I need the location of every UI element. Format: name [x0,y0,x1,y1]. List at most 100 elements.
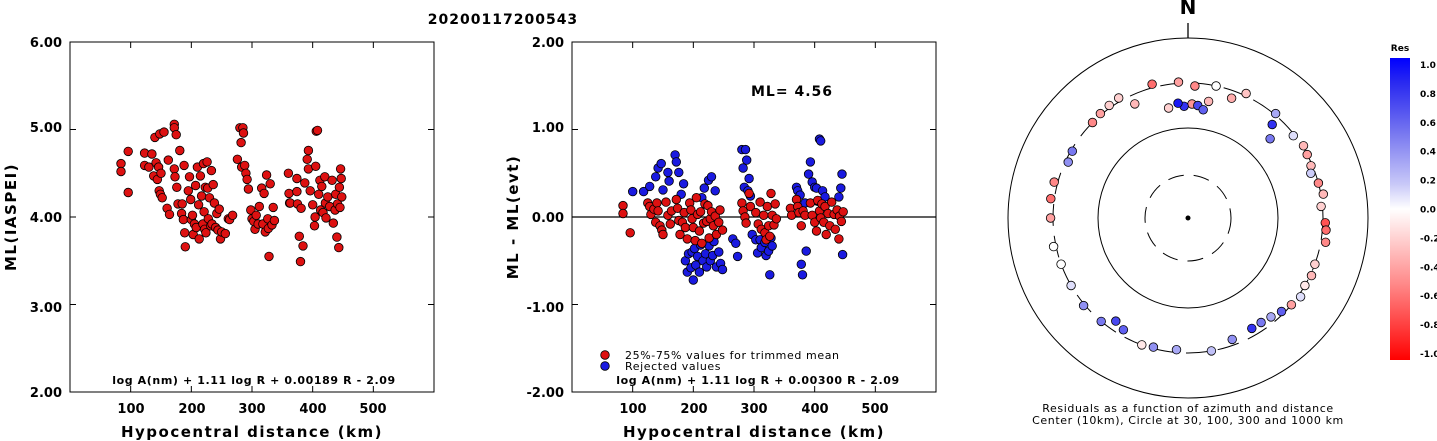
ml-point [300,178,310,188]
trimmed-point [717,225,728,235]
trimmed-point [675,229,685,240]
ml-point [175,145,185,156]
residual-point [1137,340,1147,350]
trimmed-point [759,210,769,221]
rejected-point [805,157,816,167]
y-tick-labels-2: -2.00 -1.00 0.00 1.00 2.00 [527,36,564,401]
ml-point [206,165,217,176]
rejected-point [664,176,674,186]
ml-point [220,228,231,239]
rejected-point [638,186,649,197]
ml-point [185,194,196,205]
ml-point [177,199,187,209]
residual-point [1067,146,1078,156]
ml-point [295,256,306,267]
trimmed-point [658,229,668,240]
colorbar-tick-label: 0.6 [1420,119,1436,129]
residual-point [1310,259,1320,269]
ml-point [311,161,321,172]
trimmed-point [836,216,847,227]
rejected-point [706,172,717,182]
ml-point [242,174,252,185]
y-tick-label: 0.00 [532,211,564,226]
ml-point [335,202,345,213]
colorbar-title: Res [1391,44,1409,54]
residual-point [1095,108,1106,119]
ml-point [163,155,174,165]
ring-100km [1097,127,1279,309]
residual-point [1198,105,1208,115]
rejected-point [837,249,848,260]
residual-point [1320,237,1331,248]
ml-point [309,221,320,231]
rejected-point [628,186,638,197]
trimmed-point [625,228,635,238]
ml-point [239,160,250,171]
residual-point [1295,292,1306,302]
trimmed-point [830,224,841,235]
rejected-point [656,158,666,169]
rejected-point [717,264,728,275]
ml-point [292,173,302,184]
rejected-point [671,157,682,167]
residual-point [1226,93,1237,103]
north-label: N [1180,0,1197,19]
ml-point [305,186,315,196]
panel-residual-vs-distance: -2.00 -1.00 0.00 1.00 2.00 100 200 300 4… [504,36,937,441]
ml-point [209,198,220,208]
rejected-point [663,167,673,178]
y-axis-label-2: ML - ML(evt) [504,155,522,279]
points-2 [618,134,848,285]
ring-1000km [1007,37,1369,399]
trimmed-point [796,221,807,231]
polar-caption-2: Center (10km), Circle at 30, 100, 300 an… [1032,414,1344,427]
residual-point [1056,259,1066,269]
colorbar-tick-label: -1.0 [1420,350,1437,360]
residual-point [1276,306,1287,317]
formula-2: log A(nm) + 1.11 log R + 0.00300 R - 2.0… [616,374,899,387]
colorbar-tick-label: -0.4 [1420,263,1437,273]
ml-point [159,127,169,137]
rejected-point [674,167,684,178]
rejected-point [694,267,705,277]
ml-point [261,170,272,180]
colorbar-tick-label: 0.4 [1420,148,1436,158]
ml-annotation: ML= 4.56 [751,84,833,100]
trimmed-point [714,217,724,228]
rejected-point [710,186,720,196]
rejected-point [803,169,814,179]
trimmed-point [653,206,663,216]
ml-point [199,207,209,217]
ml-point [283,168,294,179]
ml-point [251,210,261,221]
ml-point [310,212,320,222]
residual-point [1148,342,1159,352]
rejected-point [688,275,699,285]
trimmed-point [661,197,671,207]
ml-point [202,157,212,167]
ml-point [269,215,280,226]
colorbar-tick-label: 1.0 [1420,61,1436,71]
trimmed-point [694,226,705,236]
ml-point [334,242,344,253]
residual-point [1111,316,1121,326]
colorbar-tick-label: 0.0 [1420,206,1436,216]
trimmed-point [652,198,662,208]
ml-point [180,242,191,252]
ml-point [265,179,275,189]
ml-point [236,137,246,148]
residual-point [1266,312,1276,322]
residual-point [1113,93,1124,103]
tick-marks-1 [70,42,434,392]
y-tick-label: 3.00 [30,301,62,316]
x-tick-label: 500 [861,402,888,417]
ml-point [214,204,224,214]
residual-point [1163,103,1174,113]
rejected-point [836,183,846,193]
ml-point [144,162,154,172]
legend-marker-red [600,350,610,360]
ml-point [123,146,133,157]
colorbar-tick-label: -0.6 [1420,292,1437,302]
rejected-point [801,246,811,256]
